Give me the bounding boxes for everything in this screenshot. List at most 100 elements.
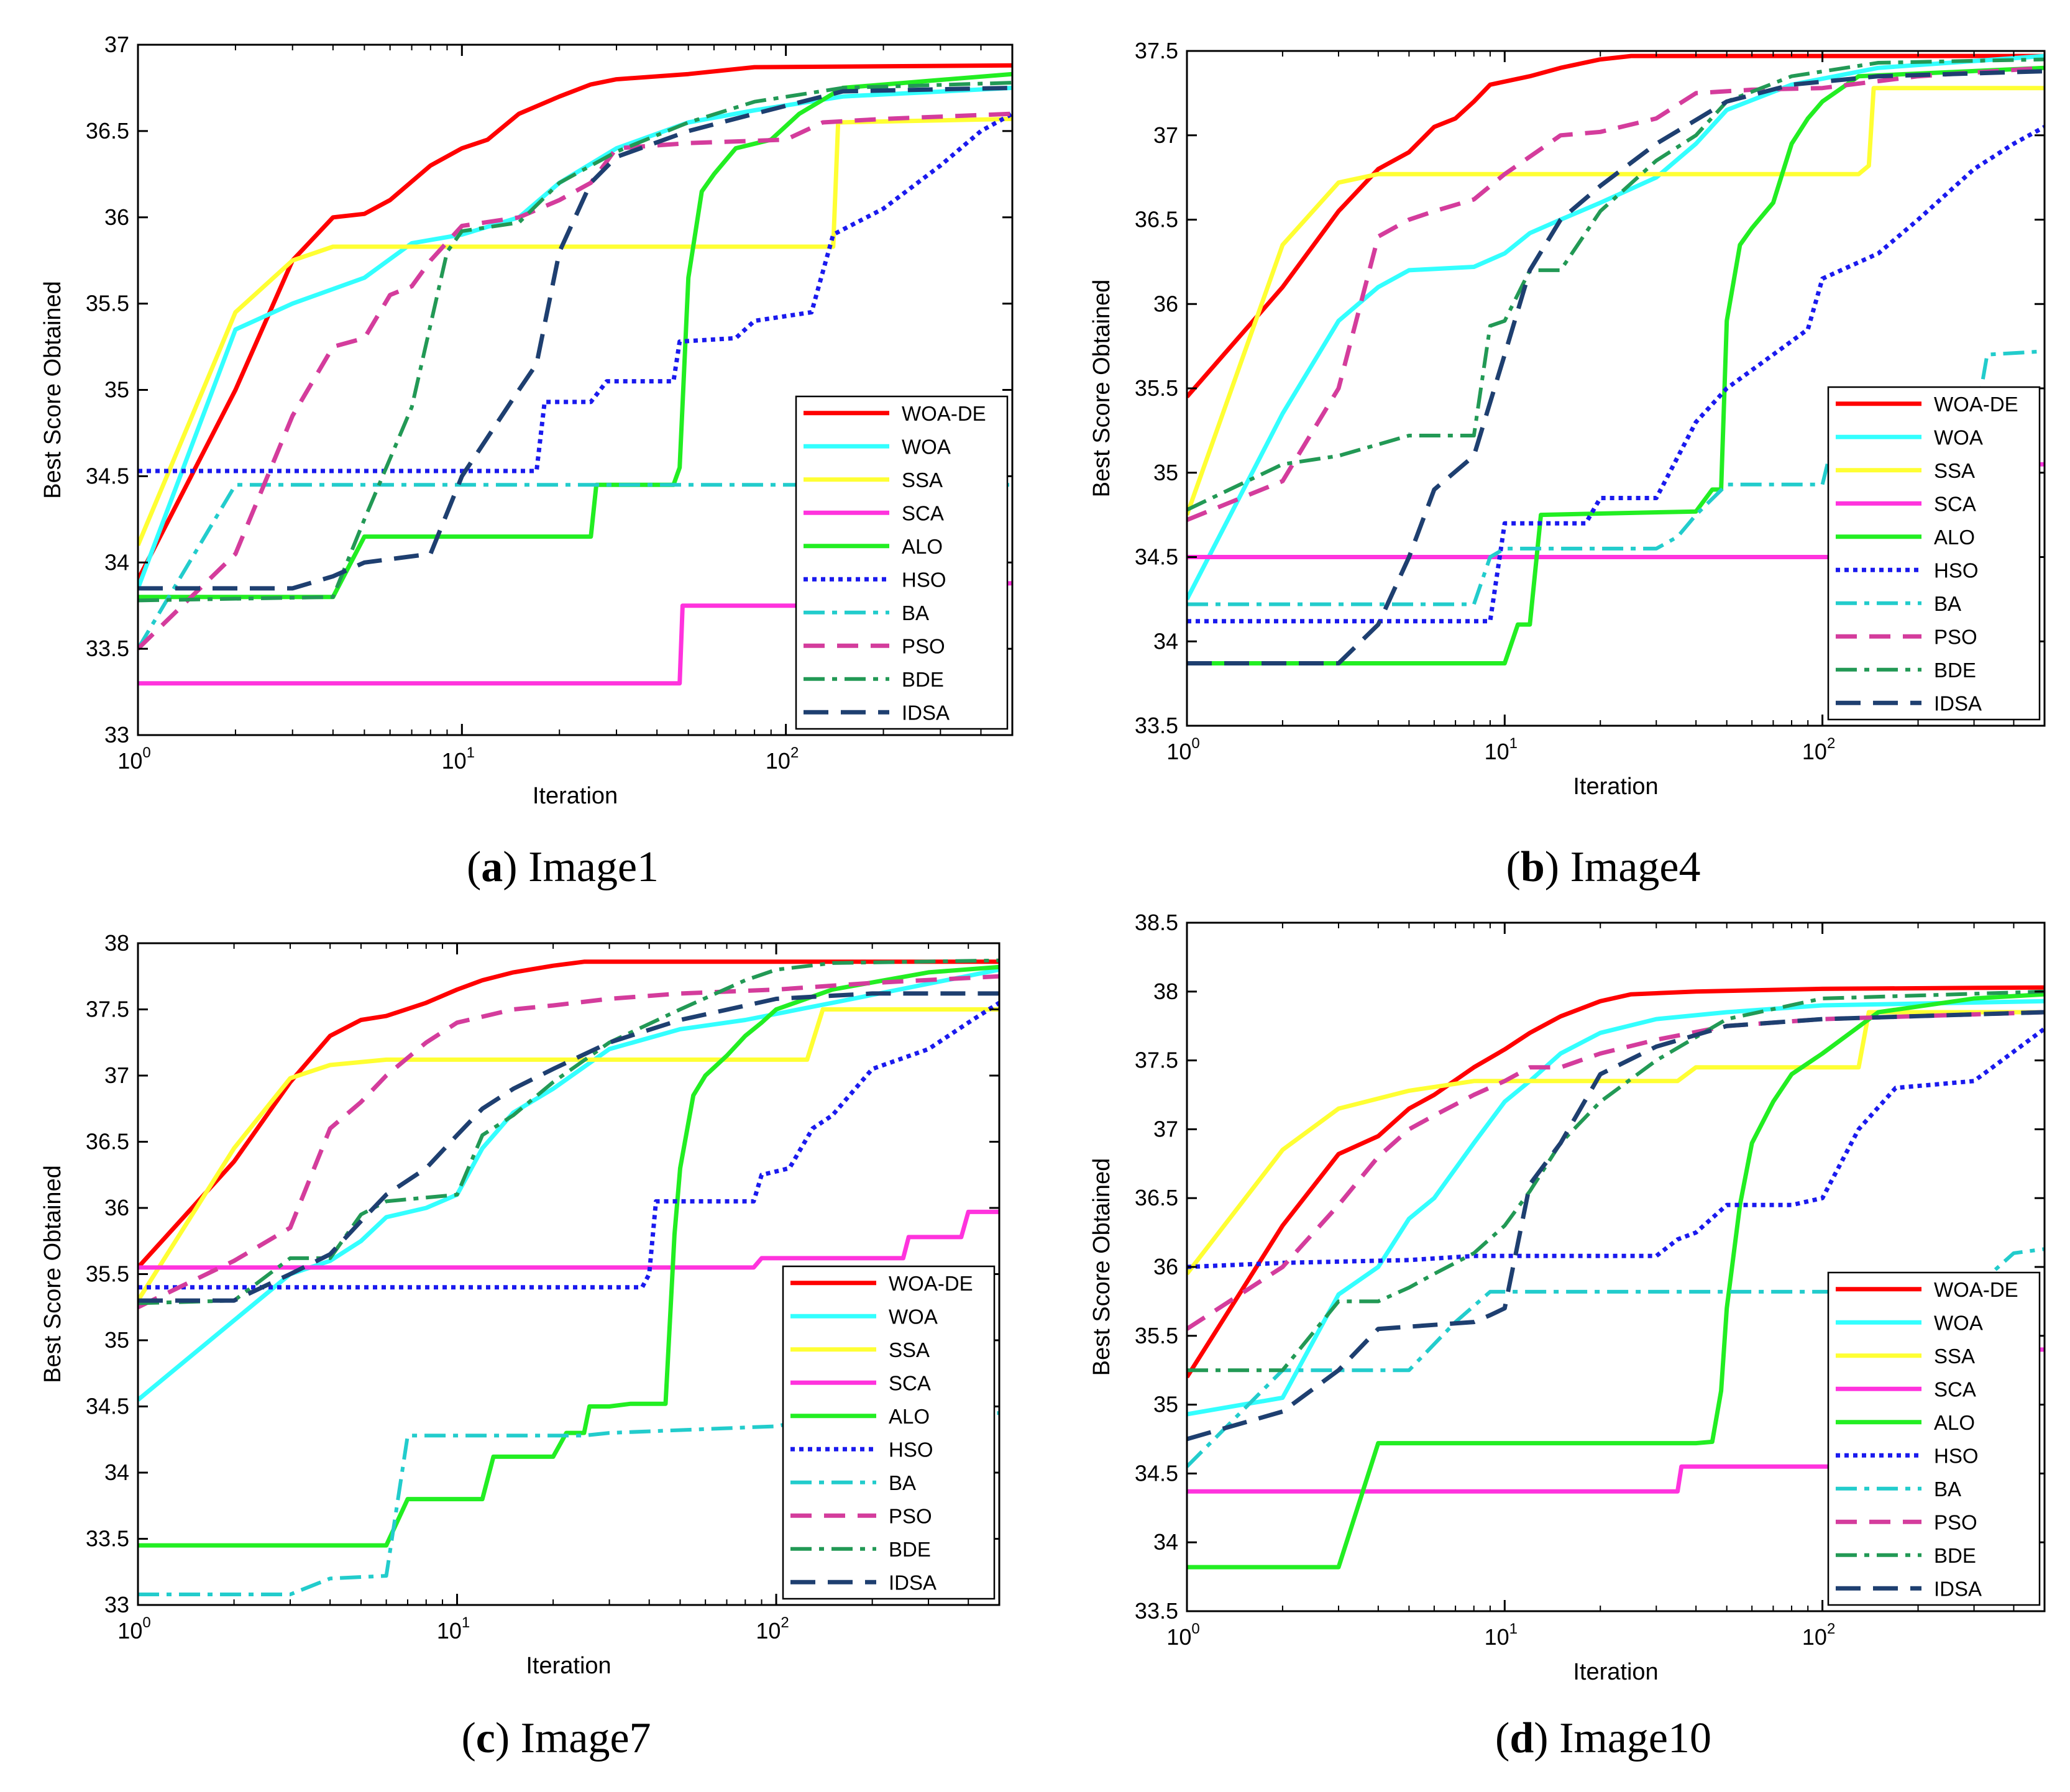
legend-label-idsa: IDSA <box>1934 692 1982 715</box>
x-tick-label: 102 <box>1802 735 1835 764</box>
series-line-alo <box>138 964 999 1548</box>
legend: WOA-DE WOA SSA SCA ALO HSO BA PSO BDE IDSA <box>1827 1271 2041 1606</box>
y-tick-label: 37.5 <box>1135 38 1178 63</box>
x-axis-title: Iteration <box>1573 1659 1658 1685</box>
legend-label-alo: ALO <box>1934 1411 1975 1434</box>
series-line-sca <box>138 1209 999 1270</box>
y-tick-label: 35.5 <box>1135 375 1178 401</box>
y-tick-label: 35.5 <box>86 1261 129 1287</box>
x-axis-title: Iteration <box>533 783 618 809</box>
legend-box <box>1827 386 2041 721</box>
legend: WOA-DE WOA SSA SCA ALO HSO BA PSO BDE IDSA <box>782 1265 996 1600</box>
y-tick-label: 37 <box>1153 1116 1178 1141</box>
series-line-ba <box>138 483 1012 650</box>
chart-panel-c: 33 33.5 34 34.5 35 35.5 36 36.5 37 37.5 38 100 101 10… <box>40 930 1001 1762</box>
series-line-alo <box>1187 992 2045 1570</box>
series-line-alo <box>1187 65 2045 665</box>
y-tick-label: 33.5 <box>86 636 129 661</box>
series-line-bde <box>138 81 1012 603</box>
y-tick-label: 35.5 <box>86 291 129 316</box>
series-group <box>1187 985 2045 1570</box>
y-tick-label: 33 <box>104 1592 129 1617</box>
y-tick-label: 37 <box>104 32 129 57</box>
legend-label-ssa: SSA <box>1934 459 1975 482</box>
panel-caption: (c) Image7 <box>461 1714 651 1762</box>
y-tick-label: 33.5 <box>1135 1598 1178 1624</box>
y-tick-label: 33.5 <box>1135 713 1178 738</box>
legend-label-bde: BDE <box>1934 659 1976 682</box>
y-tick-label: 36.5 <box>86 118 129 144</box>
series-line-hso <box>138 1000 999 1290</box>
x-tick-label: 100 <box>117 1614 150 1643</box>
legend-label-ba: BA <box>1934 1478 1961 1501</box>
legend-box <box>1827 1271 2041 1606</box>
y-tick-label: 36.5 <box>1135 1185 1178 1210</box>
legend-box <box>782 1265 996 1600</box>
y-tick-label: 33 <box>104 722 129 747</box>
legend-label-woa: WOA <box>1934 1311 1983 1334</box>
series-line-bde <box>1187 989 2045 1373</box>
y-tick-label: 37 <box>104 1063 129 1088</box>
legend-label-hso: HSO <box>889 1438 933 1461</box>
legend-label-idsa: IDSA <box>1934 1577 1982 1600</box>
legend-label-woa: WOA <box>1934 426 1983 449</box>
legend-label-bde: BDE <box>902 668 944 691</box>
y-tick-label: 34 <box>1153 628 1178 654</box>
x-tick-label: 102 <box>1802 1621 1835 1650</box>
x-tick-label: 102 <box>766 744 799 774</box>
series-line-woa-de <box>1187 53 2045 398</box>
legend-label-bde: BDE <box>1934 1544 1976 1567</box>
x-tick-label: 101 <box>1485 735 1518 764</box>
legend-box <box>795 395 1009 730</box>
x-axis-title: Iteration <box>1573 774 1658 800</box>
legend-label-woa-de: WOA-DE <box>902 402 986 425</box>
series-line-idsa <box>138 991 999 1303</box>
y-tick-label: 36.5 <box>86 1129 129 1154</box>
y-tick-label: 35 <box>104 1327 129 1353</box>
y-axis-title: Best Score Obtained <box>40 281 66 499</box>
x-tick-label: 101 <box>1485 1621 1518 1650</box>
y-tick-label: 36 <box>104 1195 129 1220</box>
legend-label-ssa: SSA <box>1934 1345 1975 1368</box>
y-tick-label: 37 <box>1153 122 1178 148</box>
y-tick-label: 38 <box>104 930 129 956</box>
y-tick-label: 34 <box>1153 1529 1178 1555</box>
legend-label-pso: PSO <box>1934 625 1977 648</box>
legend-label-hso: HSO <box>1934 559 1979 582</box>
legend-label-pso: PSO <box>1934 1511 1977 1534</box>
legend-label-ba: BA <box>902 601 929 624</box>
series-line-woa-de <box>138 63 1012 581</box>
y-tick-label: 34.5 <box>86 463 129 488</box>
x-tick-label: 100 <box>117 744 150 774</box>
y-tick-label: 38.5 <box>1135 910 1178 935</box>
x-tick-label: 100 <box>1166 1621 1199 1650</box>
x-tick-label: 101 <box>442 744 475 774</box>
series-line-idsa <box>1187 69 2045 665</box>
legend-label-hso: HSO <box>902 568 946 591</box>
x-axis-title: Iteration <box>526 1653 611 1679</box>
y-tick-label: 36 <box>1153 291 1178 316</box>
panel-caption: (d) Image10 <box>1495 1714 1711 1762</box>
y-tick-label: 36 <box>104 204 129 230</box>
y-tick-label: 36.5 <box>1135 207 1178 232</box>
legend-label-bde: BDE <box>889 1538 931 1561</box>
y-tick-label: 38 <box>1153 979 1178 1004</box>
legend-label-sca: SCA <box>1934 492 1976 515</box>
y-tick-label: 35 <box>104 377 129 403</box>
series-group <box>138 63 1012 686</box>
y-tick-label: 37.5 <box>1135 1048 1178 1073</box>
legend: WOA-DE WOA SSA SCA ALO HSO BA PSO BDE IDSA <box>795 395 1009 730</box>
legend-label-woa-de: WOA-DE <box>889 1272 973 1295</box>
legend-label-ssa: SSA <box>889 1338 930 1361</box>
panel-caption: (b) Image4 <box>1506 843 1701 891</box>
series-line-ssa <box>1187 1010 2045 1276</box>
series-line-hso <box>1187 125 2045 624</box>
legend-label-woa: WOA <box>889 1305 938 1328</box>
series-line-idsa <box>138 85 1012 591</box>
legend-label-sca: SCA <box>902 501 944 524</box>
legend: WOA-DE WOA SSA SCA ALO HSO BA PSO BDE IDSA <box>1827 386 2041 721</box>
series-line-woa <box>1187 53 2045 601</box>
legend-label-woa-de: WOA-DE <box>1934 1278 2018 1301</box>
series-line-pso <box>138 974 999 1309</box>
